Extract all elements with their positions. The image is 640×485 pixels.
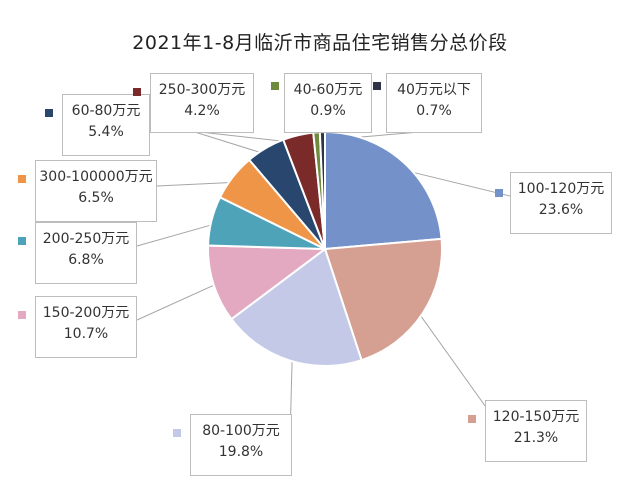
slice-category-label: 80-100万元 [202, 423, 280, 439]
slice-percent-label: 0.7% [416, 103, 452, 119]
slice-label: 100-120万元 23.6% [495, 172, 612, 234]
slice-label: 40-60万元 0.9% [271, 73, 372, 133]
leader-line [398, 168, 511, 197]
slice-label: 150-200万元 10.7% [18, 296, 137, 358]
slice-category-label: 150-200万元 [42, 305, 130, 321]
slice-percent-label: 23.6% [538, 202, 584, 218]
slice-percent-label: 6.8% [68, 252, 104, 268]
legend-swatch [271, 82, 279, 90]
leader-line [415, 308, 489, 411]
slice-category-label: 100-120万元 [517, 181, 605, 197]
slice-percent-label: 4.2% [184, 103, 220, 119]
slice-category-label: 40-60万元 [293, 82, 363, 98]
pie-slices [207, 130, 443, 367]
slice-category-label: 300-100000万元 [39, 169, 153, 185]
slice-category-label: 250-300万元 [158, 82, 246, 98]
slice-percent-label: 6.5% [78, 190, 114, 206]
legend-swatch [173, 429, 181, 437]
legend-swatch [45, 109, 53, 117]
legend-swatch [133, 88, 141, 96]
slice-category-label: 60-80万元 [71, 103, 141, 119]
slice-percent-label: 10.7% [63, 326, 109, 342]
slice-label: 120-150万元 21.3% [468, 400, 587, 462]
legend-swatch [18, 311, 26, 319]
slice-label: 200-250万元 6.8% [18, 222, 137, 284]
legend-swatch [18, 175, 26, 183]
legend-swatch [468, 415, 476, 423]
pie-slice [323, 237, 443, 362]
legend-swatch [18, 237, 26, 245]
slice-label: 80-100万元 19.8% [173, 414, 292, 476]
pie-slice [229, 247, 363, 367]
slice-percent-label: 21.3% [513, 430, 559, 446]
slice-percent-label: 5.4% [88, 124, 124, 140]
slice-category-label: 200-250万元 [42, 231, 130, 247]
slice-label: 60-80万元 5.4% [45, 94, 150, 156]
leader-line [136, 222, 220, 247]
leader-line [136, 281, 222, 321]
slice-category-label: 40万元以下 [397, 82, 471, 98]
legend-swatch [495, 189, 503, 197]
slice-category-label: 120-150万元 [492, 409, 580, 425]
slice-label: 40万元以下 0.7% [373, 73, 482, 133]
legend-swatch [373, 82, 381, 90]
chart-title: 2021年1-8月临沂市商品住宅销售分总价段 [132, 32, 508, 54]
pie-slice [207, 244, 328, 321]
slice-label: 300-100000万元 6.5% [18, 160, 157, 222]
pie-slice [324, 130, 443, 251]
leader-line [156, 181, 240, 187]
slice-percent-label: 19.8% [218, 444, 264, 460]
slice-label: 250-300万元 4.2% [133, 73, 254, 133]
slice-percent-label: 0.9% [310, 103, 346, 119]
